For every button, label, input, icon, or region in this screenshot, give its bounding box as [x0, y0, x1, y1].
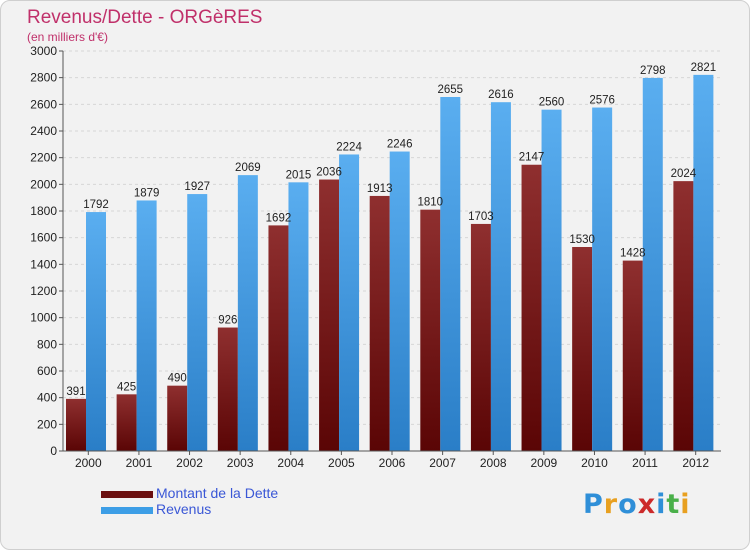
y-tick-label: 1600: [30, 231, 57, 245]
bar-dette: [420, 209, 441, 451]
x-tick-label: 2007: [429, 456, 456, 470]
data-label-revenus: 1927: [184, 181, 210, 193]
x-tick-label: 2003: [227, 456, 254, 470]
x-tick-label: 2009: [530, 456, 557, 470]
y-tick-label: 3000: [30, 44, 57, 58]
y-tick-label: 2400: [30, 124, 57, 138]
data-label-dette: 1530: [569, 234, 595, 246]
legend-label-revenus: Revenus: [156, 501, 212, 517]
x-tick-label: 2000: [75, 456, 102, 470]
data-label-dette: 490: [168, 373, 187, 385]
bar-revenus: [389, 151, 410, 452]
x-tick-label: 2008: [480, 456, 507, 470]
y-tick-label: 1800: [30, 204, 57, 218]
y-tick-label: 0: [50, 444, 57, 458]
y-tick-label: 1400: [30, 257, 57, 271]
data-label-revenus: 2576: [589, 95, 615, 107]
bar-revenus: [187, 194, 208, 452]
data-label-revenus: 2246: [387, 139, 413, 151]
logo-letter: i: [656, 489, 667, 520]
data-label-dette: 1428: [620, 248, 646, 260]
bar-dette: [572, 247, 593, 451]
bar-revenus: [642, 77, 663, 451]
logo-letter: P: [583, 489, 604, 520]
bar-dette: [622, 260, 643, 451]
bar-dette: [116, 394, 137, 451]
y-tick-label: 800: [37, 337, 57, 351]
x-tick-label: 2010: [581, 456, 608, 470]
bar-dette: [369, 195, 390, 451]
data-label-revenus: 2798: [640, 65, 666, 77]
data-label-dette: 2024: [671, 168, 697, 180]
x-tick-label: 2011: [632, 456, 658, 470]
logo-letter: r: [603, 489, 619, 520]
x-tick-label: 2004: [277, 456, 304, 470]
x-tick-label: 2002: [176, 456, 203, 470]
data-label-revenus: 2560: [539, 97, 565, 109]
data-label-revenus: 2655: [438, 84, 464, 96]
bar-dette: [521, 164, 542, 451]
bar-revenus: [136, 200, 157, 451]
data-label-revenus: 2821: [691, 62, 717, 74]
bar-revenus: [86, 212, 106, 451]
y-tick-label: 600: [37, 364, 57, 378]
x-tick-label: 2005: [328, 456, 355, 470]
legend-swatch-dette: [101, 491, 153, 498]
bar-dette: [167, 385, 188, 451]
data-label-revenus: 2069: [235, 162, 261, 174]
data-label-dette: 391: [66, 386, 85, 398]
data-label-dette: 926: [218, 315, 237, 327]
proxiti-logo: Proxiti: [583, 489, 691, 520]
bar-revenus: [490, 102, 511, 451]
x-tick-label: 2006: [379, 456, 406, 470]
bar-revenus: [693, 74, 714, 451]
x-tick-label: 2001: [126, 456, 153, 470]
y-tick-label: 1200: [30, 284, 57, 298]
y-tick-label: 200: [37, 417, 57, 431]
logo-letter: o: [618, 489, 638, 520]
logo-letter: i: [680, 489, 691, 520]
chart-title: Revenus/Dette - ORGèRES: [27, 7, 263, 28]
bar-revenus: [237, 175, 258, 451]
y-tick-label: 1000: [30, 311, 57, 325]
logo-letter: t: [666, 489, 681, 520]
bar-dette: [470, 223, 491, 451]
data-label-dette: 2147: [519, 152, 545, 164]
data-label-revenus: 1879: [134, 187, 160, 199]
y-tick-label: 400: [37, 391, 57, 405]
legend-label-dette: Montant de la Dette: [156, 485, 279, 501]
bar-dette: [319, 179, 340, 452]
data-label-dette: 2036: [316, 167, 342, 179]
bar-revenus: [541, 109, 562, 452]
data-label-revenus: 1792: [83, 199, 109, 211]
data-label-dette: 1913: [367, 183, 393, 195]
legend-swatch-revenus: [101, 507, 153, 514]
y-tick-label: 2200: [30, 151, 57, 165]
data-label-dette: 425: [117, 381, 136, 393]
data-label-revenus: 2015: [286, 169, 312, 181]
y-tick-label: 2000: [30, 177, 57, 191]
x-tick-label: 2012: [682, 456, 709, 470]
data-label-dette: 1703: [468, 211, 494, 223]
y-tick-label: 2800: [30, 71, 57, 85]
bar-dette: [673, 181, 694, 451]
y-tick-label: 2600: [30, 97, 57, 111]
bar-dette: [217, 327, 238, 451]
bar-revenus: [592, 107, 613, 452]
bar-revenus: [288, 182, 309, 452]
data-label-revenus: 2224: [336, 141, 362, 153]
data-label-revenus: 2616: [488, 89, 514, 101]
logo-letter: x: [637, 489, 657, 520]
chart-subtitle: (en milliers d'€): [27, 30, 108, 44]
bar-dette: [66, 398, 86, 451]
bar-dette: [268, 225, 289, 451]
bar-revenus: [440, 97, 461, 451]
data-label-dette: 1692: [266, 212, 292, 224]
bar-revenus: [339, 154, 360, 451]
data-label-dette: 1810: [418, 197, 444, 209]
